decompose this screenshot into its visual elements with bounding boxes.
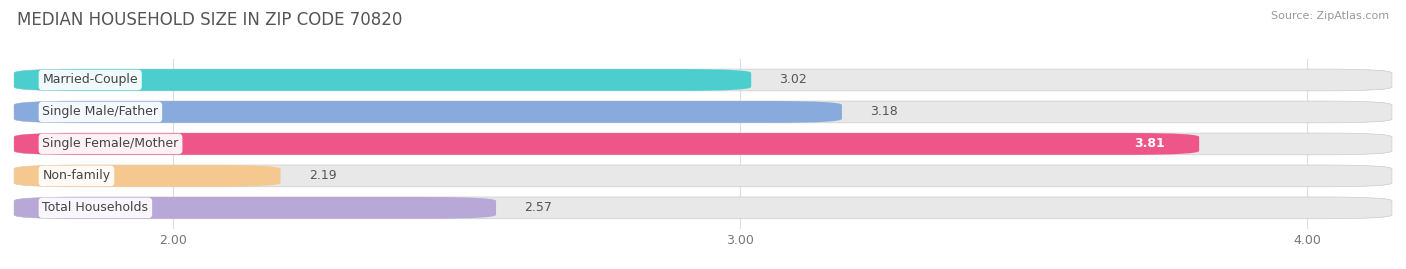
Text: Single Female/Mother: Single Female/Mother <box>42 137 179 150</box>
Text: Non-family: Non-family <box>42 169 111 182</box>
FancyBboxPatch shape <box>14 101 1392 123</box>
Text: 3.02: 3.02 <box>779 73 807 86</box>
FancyBboxPatch shape <box>14 197 496 219</box>
Text: Married-Couple: Married-Couple <box>42 73 138 86</box>
Text: 2.57: 2.57 <box>524 201 553 214</box>
FancyBboxPatch shape <box>14 133 1392 155</box>
Text: Total Households: Total Households <box>42 201 149 214</box>
FancyBboxPatch shape <box>14 69 1392 91</box>
Text: Single Male/Father: Single Male/Father <box>42 105 159 118</box>
FancyBboxPatch shape <box>14 165 281 187</box>
Text: MEDIAN HOUSEHOLD SIZE IN ZIP CODE 70820: MEDIAN HOUSEHOLD SIZE IN ZIP CODE 70820 <box>17 11 402 29</box>
FancyBboxPatch shape <box>14 165 1392 187</box>
Text: 2.19: 2.19 <box>309 169 336 182</box>
Text: 3.81: 3.81 <box>1135 137 1166 150</box>
Text: Source: ZipAtlas.com: Source: ZipAtlas.com <box>1271 11 1389 21</box>
FancyBboxPatch shape <box>14 133 1199 155</box>
Text: 3.18: 3.18 <box>870 105 898 118</box>
FancyBboxPatch shape <box>14 69 751 91</box>
FancyBboxPatch shape <box>14 197 1392 219</box>
FancyBboxPatch shape <box>14 101 842 123</box>
